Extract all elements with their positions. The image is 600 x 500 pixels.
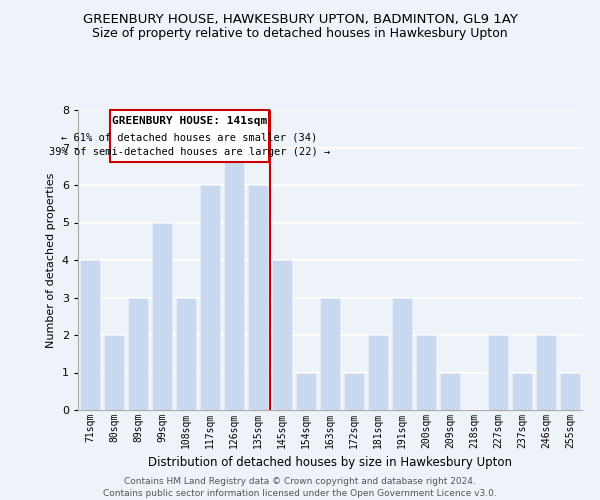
Text: Contains public sector information licensed under the Open Government Licence v3: Contains public sector information licen…: [103, 490, 497, 498]
Text: ← 61% of detached houses are smaller (34): ← 61% of detached houses are smaller (34…: [61, 132, 318, 142]
Bar: [440, 372, 460, 410]
Bar: [272, 260, 292, 410]
Y-axis label: Number of detached properties: Number of detached properties: [46, 172, 56, 348]
Bar: [248, 185, 268, 410]
Bar: [128, 298, 148, 410]
Bar: [224, 148, 244, 410]
Text: Size of property relative to detached houses in Hawkesbury Upton: Size of property relative to detached ho…: [92, 28, 508, 40]
Bar: [368, 335, 388, 410]
Bar: [80, 260, 100, 410]
Bar: [296, 372, 316, 410]
Bar: [200, 185, 220, 410]
Bar: [152, 222, 172, 410]
Text: GREENBURY HOUSE, HAWKESBURY UPTON, BADMINTON, GL9 1AY: GREENBURY HOUSE, HAWKESBURY UPTON, BADMI…: [83, 12, 517, 26]
Text: Contains HM Land Registry data © Crown copyright and database right 2024.: Contains HM Land Registry data © Crown c…: [124, 476, 476, 486]
Text: GREENBURY HOUSE: 141sqm: GREENBURY HOUSE: 141sqm: [112, 116, 267, 126]
Bar: [104, 335, 124, 410]
Bar: [560, 372, 580, 410]
Bar: [488, 335, 508, 410]
FancyBboxPatch shape: [110, 110, 269, 162]
Bar: [416, 335, 436, 410]
Bar: [392, 298, 412, 410]
X-axis label: Distribution of detached houses by size in Hawkesbury Upton: Distribution of detached houses by size …: [148, 456, 512, 469]
Bar: [320, 298, 340, 410]
Bar: [344, 372, 364, 410]
Bar: [176, 298, 196, 410]
Bar: [512, 372, 532, 410]
Bar: [536, 335, 556, 410]
Text: 39% of semi-detached houses are larger (22) →: 39% of semi-detached houses are larger (…: [49, 148, 330, 158]
